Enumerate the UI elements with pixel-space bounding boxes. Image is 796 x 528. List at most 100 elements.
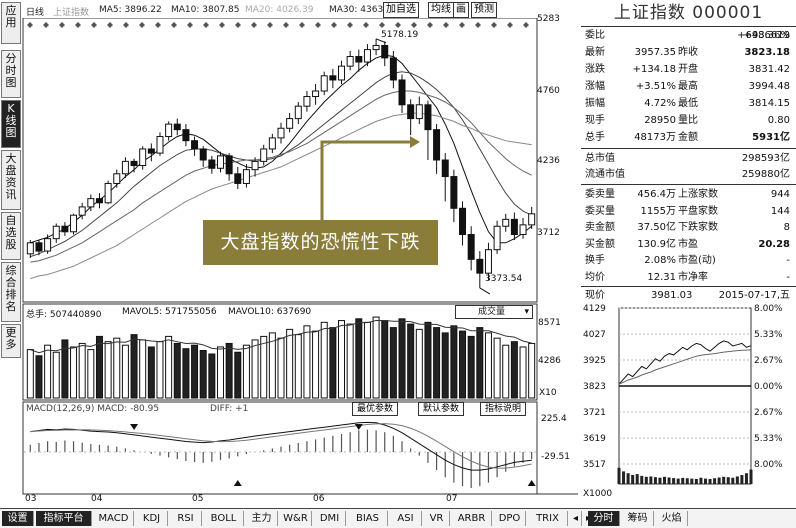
volume-unit-label: X10 (539, 388, 557, 398)
sidebar-tab-watchlist[interactable]: 自选股 (1, 212, 21, 260)
bottom-tab[interactable]: BOLL (204, 511, 244, 526)
quote-value: - (786, 255, 790, 266)
volume-bar (156, 341, 164, 399)
indicator-dropdown[interactable]: 成交量 ▾ (455, 305, 533, 319)
sidebar-tab-intraday[interactable]: 分时图 (1, 50, 21, 98)
bottom-tab[interactable]: ASI (390, 511, 422, 526)
bottom-tab[interactable]: 火焰 (656, 511, 688, 526)
bottom-tab[interactable]: KDJ (136, 511, 168, 526)
quote-value: 48173万 (634, 132, 676, 143)
quote-label: 上涨家数 (678, 189, 718, 200)
intraday-pct-label: 5.33% (754, 434, 783, 444)
candle-body (389, 57, 397, 81)
volume-bar (208, 353, 216, 399)
scroll-left-icon[interactable]: ◂ (570, 511, 582, 526)
default-params-button[interactable]: 默认参数 (418, 402, 465, 416)
bottom-tab[interactable]: BIAS (348, 511, 388, 526)
volume-bar (260, 335, 268, 399)
sidebar-tab-ranking[interactable]: 综合排名 (1, 262, 21, 322)
bottom-tab[interactable]: 筹码 (622, 511, 654, 526)
draw-button[interactable]: 画 (453, 2, 469, 18)
volume-bar (52, 351, 60, 399)
ma30-value: MA30: 4363 (329, 5, 384, 15)
event-marker (75, 22, 81, 28)
volume-axis-label: 4286 (538, 356, 561, 366)
candle-body (303, 96, 311, 107)
quote-value: 3957.35 (634, 47, 676, 58)
kline-chart-area[interactable] (22, 18, 580, 508)
volume-bar (95, 335, 103, 399)
bottom-tab[interactable]: 主力 (246, 511, 278, 526)
candle-body (268, 137, 276, 150)
ma-line (30, 90, 532, 263)
bottom-tab[interactable]: DPO (494, 511, 526, 526)
candle-body (147, 148, 155, 154)
sidebar-tab-apps[interactable]: 应用 (1, 2, 21, 44)
volume-bar (139, 339, 147, 399)
volume-bar (191, 344, 199, 399)
indicator-help-button[interactable]: 指标说明 (480, 402, 527, 416)
bottom-tab[interactable]: 设置 (2, 511, 34, 526)
sidebar-tab-kline[interactable]: K线图 (1, 100, 21, 148)
quote-value: 5931亿 (752, 132, 790, 143)
event-marker (411, 22, 417, 28)
volume-bar (113, 337, 121, 399)
bottom-tab[interactable]: ARBR (452, 511, 492, 526)
volume-bar (234, 351, 242, 399)
high-marker-line (375, 38, 387, 44)
quote-row: 委买量 1155万 平盘家数 144 (581, 204, 796, 219)
volume-bar (78, 342, 86, 399)
intraday-chart[interactable]: 4129 8.00% 4027 5.33% 3925 2.67% 3823 0.00% 3721… (581, 304, 796, 508)
quote-value: +6986619 (737, 30, 790, 41)
bottom-tab[interactable]: RSI (170, 511, 202, 526)
intraday-pct-label: 8.00% (754, 304, 783, 314)
volume-bar (61, 339, 69, 399)
quote-row: 总手 48173万 金额 5931亿 (581, 130, 796, 145)
candle-body (216, 155, 224, 169)
candle-body (44, 238, 52, 252)
quote-row: 涨跌 +134.18 开盘 3831.42 (581, 62, 796, 77)
candle-body (87, 198, 95, 208)
bottom-tab[interactable]: 分时 (588, 511, 620, 526)
volume-bar (459, 330, 467, 399)
forecast-button[interactable]: 预测 (471, 2, 497, 18)
sell-signal-arrow-icon (130, 424, 139, 430)
x-axis-label: 04 (91, 494, 103, 504)
bottom-tab[interactable]: MACD (94, 511, 134, 526)
candle-body (502, 218, 510, 227)
event-markers-row (27, 22, 529, 28)
quote-label: 市盈 (678, 238, 698, 250)
add-watchlist-button[interactable]: 加自选 (383, 2, 419, 18)
volume-bar (363, 321, 371, 399)
candle-body (510, 218, 518, 236)
ma-lines-button[interactable]: 均线 (428, 2, 454, 18)
volume-bar (182, 348, 190, 399)
volume-ma-line (30, 320, 532, 354)
bottom-tab[interactable]: DMI (314, 511, 346, 526)
optimal-params-button[interactable]: 最优参数 (352, 402, 399, 416)
volume-axis-label: 8571 (538, 318, 561, 328)
bottom-tab[interactable]: VR (424, 511, 450, 526)
sidebar-tab-more[interactable]: 更多 (1, 324, 21, 358)
candle-body (398, 79, 406, 106)
quote-label: 最新 (585, 47, 605, 58)
bottom-tab[interactable]: W&R (280, 511, 312, 526)
low-annotation: 3373.54 (485, 274, 523, 284)
sidebar-tab-market-news[interactable]: 大盘资讯 (1, 150, 21, 210)
volume-bar (242, 344, 250, 399)
volume-bar (389, 327, 397, 399)
intraday-price-label: 3517 (583, 460, 606, 470)
bottom-tab[interactable]: 指标平台 (36, 511, 92, 526)
intraday-price-label: 3619 (583, 434, 606, 444)
bottom-tab[interactable]: TRIX (528, 511, 568, 526)
ma-line (30, 112, 532, 280)
quote-value: +134.18 (632, 64, 676, 75)
volume-total-label: 总手: 507440890 (26, 310, 102, 320)
volume-bars (26, 316, 536, 399)
quote-label: 涨跌 (585, 64, 605, 75)
intraday-pct-label: 2.67% (754, 356, 783, 366)
event-marker (299, 22, 305, 28)
quote-label: 均价 (585, 271, 605, 283)
candle-body (225, 155, 233, 175)
event-marker (443, 22, 449, 28)
